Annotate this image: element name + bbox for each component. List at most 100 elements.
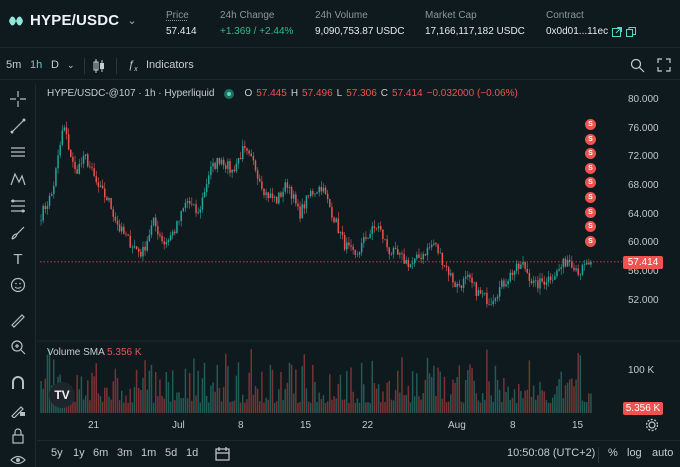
candle-body <box>539 278 541 289</box>
volume-bar <box>577 352 579 413</box>
brush-icon[interactable] <box>9 224 27 242</box>
fullscreen-icon[interactable] <box>657 58 671 72</box>
volume-tag: 5.356 K <box>623 402 663 415</box>
log-toggle[interactable]: log <box>627 447 642 459</box>
percent-toggle[interactable]: % <box>608 447 618 459</box>
candle-body <box>494 298 497 301</box>
ohlc-open-label: O <box>244 88 253 99</box>
volume-bar <box>148 370 151 413</box>
candle-body <box>161 235 163 242</box>
interval-chevron-down-icon[interactable]: ⌄ <box>67 60 75 70</box>
ohlc-change: −0.032000 (−0.06%) <box>426 88 518 99</box>
sell-marker-icon[interactable]: S <box>585 192 596 203</box>
volume-bar <box>496 379 499 413</box>
sell-marker-icon[interactable]: S <box>585 133 596 145</box>
candle-body <box>244 146 246 149</box>
candle-body <box>218 158 221 164</box>
range-3m[interactable]: 3m <box>117 447 133 459</box>
volume-bar <box>191 400 193 413</box>
magnet-icon[interactable] <box>9 374 27 392</box>
candle-body <box>399 253 401 255</box>
clock-timezone[interactable]: 10:50:08 (UTC+2) <box>507 447 596 459</box>
indicators-button[interactable]: Indicators <box>146 59 194 71</box>
auto-toggle[interactable]: auto <box>652 447 674 459</box>
volume-bar <box>231 401 233 413</box>
candle-body <box>481 293 484 295</box>
sell-marker-icon[interactable]: S <box>585 148 596 160</box>
price-chart[interactable] <box>37 84 680 440</box>
sell-marker-icon[interactable]: S <box>585 162 596 174</box>
fib-icon[interactable] <box>9 197 27 215</box>
screenshot-search-icon[interactable] <box>630 58 645 73</box>
candle-body <box>435 243 437 245</box>
eye-icon[interactable] <box>9 451 27 467</box>
indicators-fx-icon[interactable]: ƒx <box>128 59 138 74</box>
candle-body <box>467 274 469 277</box>
volume-bar <box>110 399 112 413</box>
time-axis-tick: 22 <box>362 420 374 431</box>
visibility-eye-icon[interactable] <box>224 88 235 99</box>
volume-bar <box>581 400 584 413</box>
interval-5m[interactable]: 5m <box>6 59 22 71</box>
settings-gear-icon[interactable] <box>645 418 659 432</box>
interval-d[interactable]: D <box>51 59 59 71</box>
text-tool-icon[interactable]: T <box>13 250 23 268</box>
candle-body <box>424 254 427 256</box>
candle-body <box>201 197 204 210</box>
candle-body <box>403 254 405 264</box>
volume-bar <box>89 400 91 413</box>
volume-bar <box>568 379 571 413</box>
volume-bar <box>488 381 490 413</box>
range-1m[interactable]: 1m <box>141 447 157 459</box>
time-axis-tick: Aug <box>448 420 466 431</box>
volume-bar <box>178 392 180 413</box>
calendar-goto-icon[interactable] <box>215 446 230 461</box>
sell-marker-icon[interactable]: S <box>585 119 596 130</box>
zoom-in-icon[interactable] <box>9 338 27 356</box>
candle-body <box>386 239 388 248</box>
market-header: HYPE/USDC ⌄ Price 57.414 24h Change +1.3… <box>0 0 680 48</box>
sell-marker-icon[interactable]: S <box>585 221 596 233</box>
crosshair-icon[interactable] <box>9 90 27 108</box>
range-6m[interactable]: 6m <box>93 447 109 459</box>
candle-body <box>186 201 189 203</box>
emoji-icon[interactable] <box>9 276 27 294</box>
range-5d[interactable]: 5d <box>165 447 178 459</box>
volume-bar <box>70 402 72 413</box>
volume-bar <box>182 397 185 413</box>
candle-body <box>59 144 61 156</box>
candle-body <box>509 272 512 281</box>
lock-drawing-icon[interactable] <box>9 401 27 419</box>
candles-icon[interactable] <box>92 58 106 74</box>
ruler-icon[interactable] <box>9 312 27 330</box>
range-1d[interactable]: 1d <box>186 447 199 459</box>
candle-body <box>167 240 170 242</box>
external-link-icon[interactable] <box>612 26 623 37</box>
candle-body <box>108 198 110 201</box>
candle-body <box>475 282 478 296</box>
copy-icon[interactable] <box>626 26 637 37</box>
sell-marker-icon[interactable]: S <box>585 206 596 218</box>
trend-line-icon[interactable] <box>9 117 27 135</box>
volume-bar <box>363 384 365 413</box>
volume-bar <box>380 402 382 413</box>
volume-bar <box>169 401 172 413</box>
candle-body <box>72 156 74 162</box>
candle-body <box>384 238 386 240</box>
pair-selector[interactable]: HYPE/USDC ⌄ <box>8 12 137 29</box>
lock-icon[interactable] <box>9 427 27 445</box>
sell-marker-icon[interactable]: S <box>585 177 596 189</box>
candle-body <box>575 268 577 271</box>
pattern-icon[interactable] <box>9 170 27 188</box>
candle-body <box>91 167 93 169</box>
volume-bar <box>180 398 182 413</box>
candle-body <box>256 170 259 179</box>
volume-bar <box>539 382 541 413</box>
interval-1h[interactable]: 1h <box>30 59 43 71</box>
tradingview-logo-icon[interactable]: TV <box>49 382 75 408</box>
horizontal-lines-icon[interactable] <box>9 143 27 161</box>
range-1y[interactable]: 1y <box>73 447 85 459</box>
sell-marker-icon[interactable]: S <box>585 235 596 247</box>
candle-body <box>261 181 263 189</box>
range-5y[interactable]: 5y <box>51 447 63 459</box>
